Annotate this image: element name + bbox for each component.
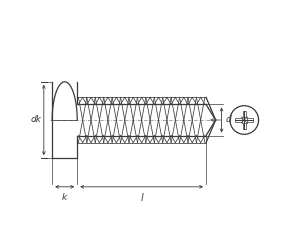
Text: k: k [62, 193, 67, 202]
Text: dk: dk [31, 115, 42, 125]
Text: l: l [140, 192, 143, 203]
Bar [236, 118, 253, 122]
Bar [242, 117, 247, 123]
Text: d: d [225, 115, 231, 125]
Bar [243, 111, 246, 129]
